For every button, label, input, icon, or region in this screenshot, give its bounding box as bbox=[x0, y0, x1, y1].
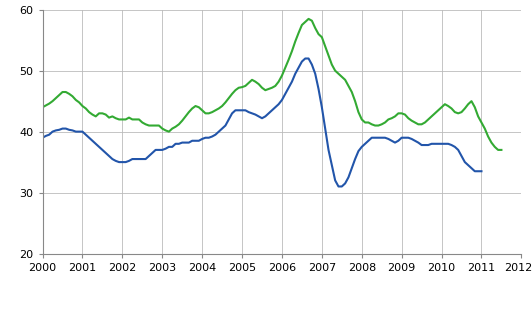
Building permits granted bbox=[492, 145, 498, 149]
Building permits granted bbox=[305, 17, 312, 21]
Legend: Building permits granted, Building starts: Building permits granted, Building start… bbox=[127, 321, 437, 325]
Building permits granted bbox=[335, 72, 342, 76]
Building starts bbox=[69, 128, 76, 132]
Building permits granted bbox=[498, 148, 504, 152]
Building starts bbox=[458, 154, 464, 158]
Building permits granted bbox=[495, 148, 501, 152]
Building starts bbox=[39, 136, 46, 140]
Line: Building permits granted: Building permits granted bbox=[43, 19, 501, 150]
Building starts bbox=[335, 185, 342, 188]
Building permits granted bbox=[43, 103, 49, 107]
Building starts bbox=[332, 178, 338, 182]
Building starts bbox=[302, 57, 309, 60]
Building starts bbox=[319, 105, 325, 109]
Building permits granted bbox=[298, 23, 305, 27]
Building permits granted bbox=[279, 74, 285, 78]
Building starts bbox=[348, 166, 355, 170]
Building starts bbox=[468, 166, 475, 170]
Building starts bbox=[478, 169, 485, 173]
Building permits granted bbox=[39, 105, 46, 109]
Line: Building starts: Building starts bbox=[43, 58, 481, 187]
Building permits granted bbox=[46, 102, 52, 106]
